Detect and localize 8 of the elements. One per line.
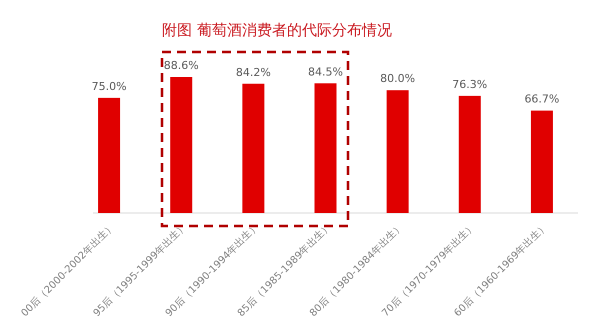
data-label: 84.2% (236, 66, 271, 79)
chart-title: 附图 葡萄酒消费者的代际分布情况 (162, 21, 392, 39)
data-label: 84.5% (308, 65, 343, 78)
data-label: 88.6% (164, 59, 199, 72)
data-label: 66.7% (524, 92, 560, 106)
data-label: 75.0% (92, 80, 127, 93)
data-label: 80.0% (380, 72, 416, 86)
data-label: 76.3% (452, 78, 488, 91)
